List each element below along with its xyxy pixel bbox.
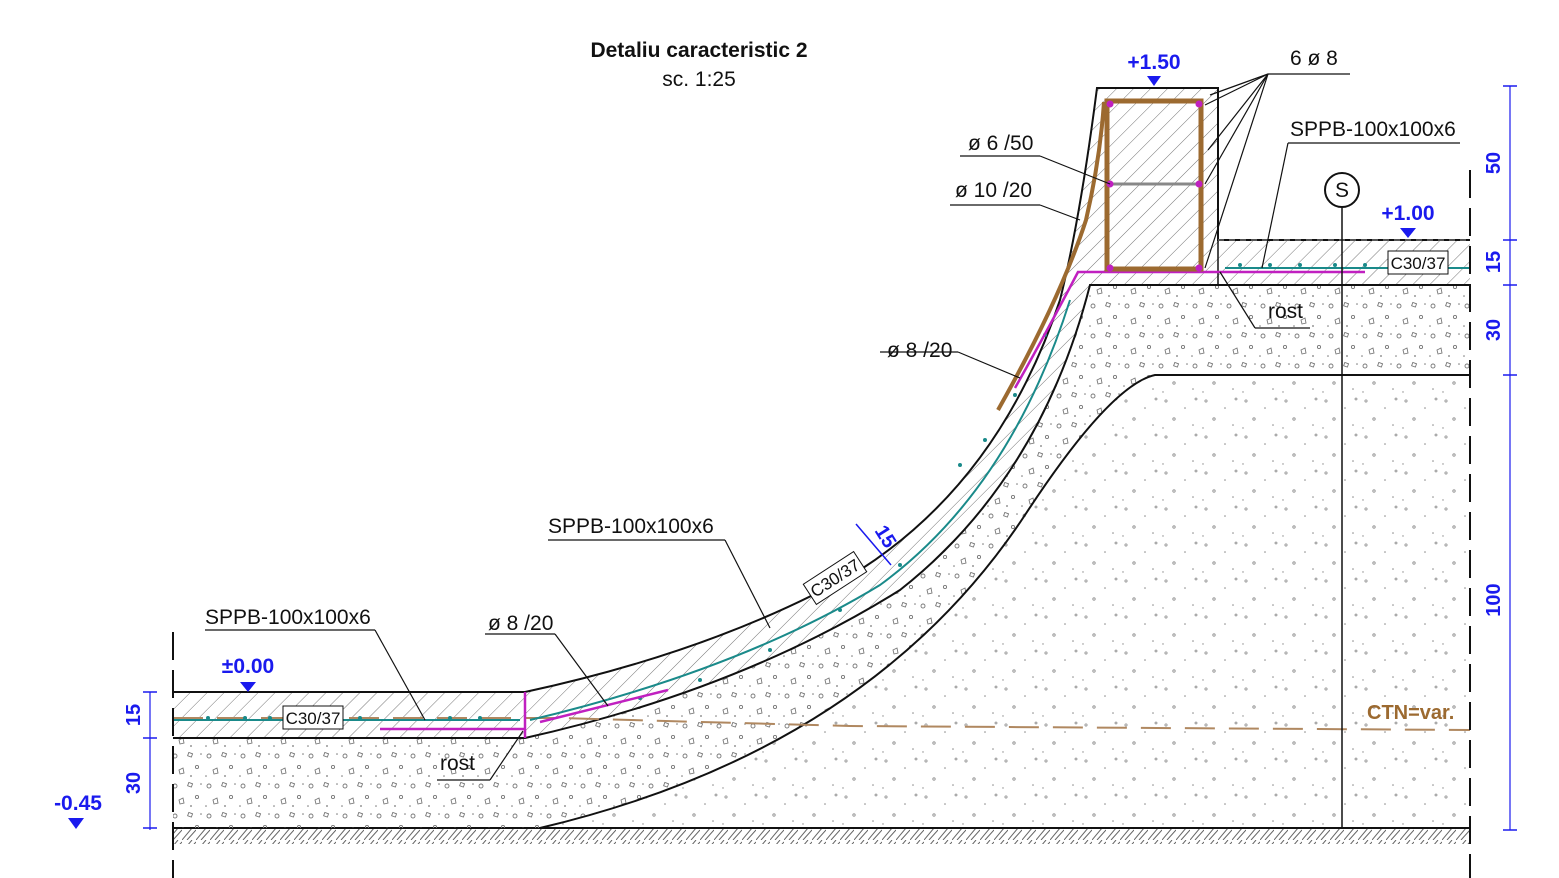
- slab-dim-line: [855, 523, 892, 566]
- drawing-scale: sc. 1:25: [662, 68, 736, 91]
- concrete-class-right: C30/37: [1391, 254, 1446, 273]
- section-circle: [1324, 172, 1360, 208]
- label-mesh-right: SPPB-100x100x6: [1290, 118, 1456, 141]
- level-right: +1.00: [1381, 202, 1434, 225]
- level-zero: ±0.00: [222, 655, 274, 678]
- concrete-bottom-outline: [173, 284, 1470, 739]
- dim-left-15: 15: [123, 704, 145, 726]
- curved-bar: [996, 101, 1106, 411]
- mesh-dots: [206, 263, 1367, 720]
- label-bar-lower: ø 8 /20: [488, 612, 553, 635]
- magenta-bar-top: [1013, 270, 1365, 389]
- dim-right-30: 30: [1483, 319, 1505, 341]
- level-top: +1.50: [1127, 51, 1180, 74]
- ground-hatch: [173, 828, 1470, 844]
- dim-left-30: 30: [123, 772, 145, 794]
- fill-soil: [540, 375, 1470, 828]
- level-marker-zero: [240, 682, 256, 692]
- label-curved-bar: ø 10 /20: [955, 179, 1032, 202]
- level-marker-bottom: [68, 818, 84, 829]
- section-mark: S: [1335, 179, 1349, 202]
- mesh-curved: [529, 299, 1071, 721]
- gravel-layer: [173, 285, 1470, 828]
- level-bottom: -0.45: [54, 792, 102, 815]
- label-joint-left: rost: [440, 752, 475, 775]
- ctn-line: [173, 717, 1471, 731]
- leader-lines: [205, 73, 1460, 781]
- concrete-class-box-right: [1387, 250, 1449, 275]
- label-stirrup: ø 6 /50: [968, 132, 1033, 155]
- label-bar-upper: ø 8 /20: [887, 339, 952, 362]
- concrete-class-box-left: [282, 705, 344, 730]
- dim-ticks-left: [143, 691, 157, 829]
- label-rebar-top: 6 ø 8: [1290, 47, 1338, 70]
- level-marker-top: [1147, 76, 1161, 86]
- dim-ticks-right: [1503, 85, 1517, 831]
- dim-right-50: 50: [1483, 152, 1505, 174]
- label-joint-right: rost: [1268, 300, 1303, 323]
- magenta-bar-slope: [539, 688, 669, 724]
- concrete-class-left: C30/37: [286, 709, 341, 728]
- dim-right-100: 100: [1483, 583, 1505, 616]
- concrete-section: [173, 88, 1470, 738]
- concrete-class-box-mid: [802, 550, 868, 606]
- label-mesh-mid: SPPB-100x100x6: [548, 515, 714, 538]
- drawing-title: Detaliu caracteristic 2: [590, 39, 807, 62]
- dim-right-15: 15: [1483, 251, 1505, 273]
- concrete-top-outline: [173, 87, 1470, 693]
- fill-outline: [539, 374, 1470, 829]
- level-marker-right: [1400, 228, 1416, 238]
- label-mesh-left: SPPB-100x100x6: [205, 606, 371, 629]
- label-ctn: CTN=var.: [1367, 702, 1454, 724]
